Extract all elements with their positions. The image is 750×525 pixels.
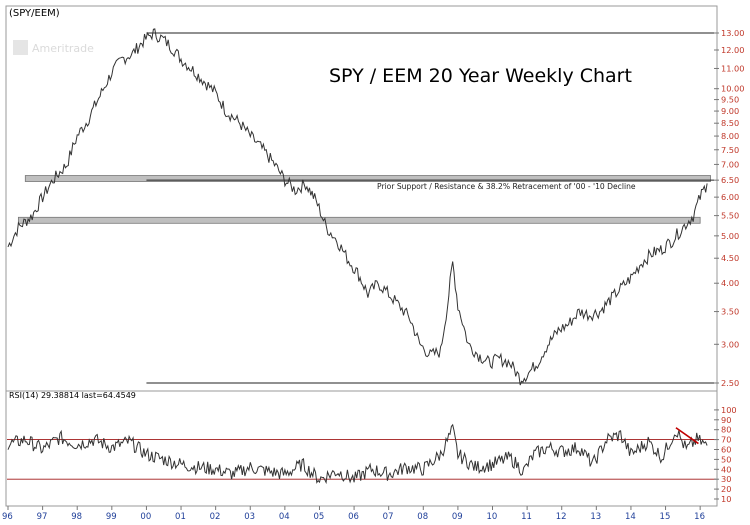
y-tick-label: 8.00 <box>721 131 739 141</box>
watermark-logo-icon <box>13 40 28 55</box>
rsi-series-line <box>7 423 708 485</box>
y-tick-label: 2.50 <box>721 378 739 388</box>
y-tick-label: 3.50 <box>721 307 739 317</box>
y-tick-label: 9.50 <box>721 95 739 105</box>
price-panel-frame <box>5 5 718 392</box>
rsi-tick-label: 10 <box>721 494 731 504</box>
rsi-trendline <box>675 427 699 445</box>
rsi-tick-label: 40 <box>721 464 731 474</box>
y-tick-label: 12.00 <box>721 45 744 55</box>
y-tick-label: 13.00 <box>721 28 744 38</box>
y-tick-label: 4.50 <box>721 253 739 263</box>
x-tick-label: 10 <box>487 512 498 522</box>
rsi-tick-label: 100 <box>721 405 737 415</box>
rsi-tick-label: 90 <box>721 415 731 425</box>
x-tick-label: 07 <box>383 512 394 522</box>
y-tick-label: 3.00 <box>721 339 739 349</box>
rsi-tick-label: 20 <box>721 484 731 494</box>
x-tick-label: 96 <box>2 512 13 522</box>
y-tick-label: 4.00 <box>721 278 739 288</box>
x-tick-label: 06 <box>348 512 359 522</box>
y-tick-label: 5.50 <box>721 211 739 221</box>
y-tick-label: 7.00 <box>721 159 739 169</box>
x-tick-label: 03 <box>244 512 255 522</box>
y-tick-label: 6.00 <box>721 192 739 202</box>
price-series-line <box>7 28 708 386</box>
x-tick-label: 99 <box>106 512 117 522</box>
x-tick-label: 02 <box>210 512 221 522</box>
y-tick-label: 9.00 <box>721 106 739 116</box>
x-tick-label: 05 <box>313 512 324 522</box>
y-tick-label: 11.00 <box>721 63 744 73</box>
x-tick-label: 09 <box>452 512 463 522</box>
chart-title: SPY / EEM 20 Year Weekly Chart <box>329 65 632 87</box>
y-tick-label: 10.00 <box>721 84 744 94</box>
resistance-band-2 <box>17 216 701 224</box>
x-tick-label: 04 <box>279 512 290 522</box>
support-annotation: Prior Support / Resistance & 38.2% Retra… <box>377 182 636 191</box>
x-tick-label: 98 <box>71 512 82 522</box>
x-tick-label: 08 <box>417 512 428 522</box>
x-tick-label: 11 <box>521 512 532 522</box>
watermark: Ameritrade <box>13 40 94 55</box>
y-tick-label: 5.00 <box>721 231 739 241</box>
rsi-tick-label: 60 <box>721 445 731 455</box>
x-tick-label: 16 <box>694 512 705 522</box>
rsi-panel-frame <box>5 390 718 507</box>
x-tick-label: 14 <box>625 512 636 522</box>
y-tick-label: 7.50 <box>721 145 739 155</box>
rsi-tick-label: 80 <box>721 425 731 435</box>
watermark-label: Ameritrade <box>32 42 94 55</box>
resistance-band-1 <box>24 175 711 182</box>
x-tick-label: 97 <box>37 512 48 522</box>
rsi-tick-label: 30 <box>721 474 731 484</box>
x-tick-label: 13 <box>590 512 601 522</box>
x-tick-label: 01 <box>175 512 186 522</box>
y-tick-label: 8.50 <box>721 118 739 128</box>
y-tick-label: 6.50 <box>721 175 739 185</box>
x-tick-label: 12 <box>556 512 567 522</box>
x-tick-label: 15 <box>660 512 671 522</box>
symbol-label: (SPY/EEM) <box>9 8 60 19</box>
rsi-tick-label: 50 <box>721 454 731 464</box>
x-tick-label: 00 <box>140 512 151 522</box>
rsi-tick-label: 70 <box>721 435 731 445</box>
rsi-label: RSI(14) 29.38814 last=64.4549 <box>9 391 136 400</box>
